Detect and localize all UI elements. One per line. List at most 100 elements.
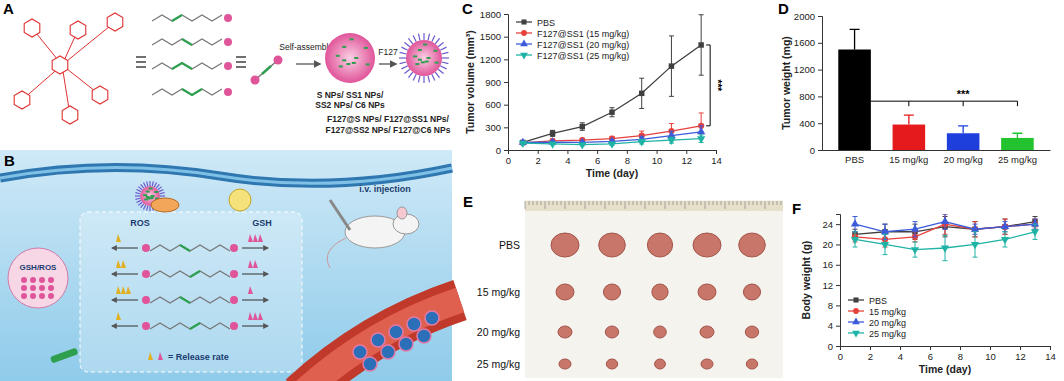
marker bbox=[941, 217, 949, 224]
f127-chain bbox=[136, 189, 141, 191]
marker bbox=[1001, 237, 1009, 244]
y-tick: 400 bbox=[799, 118, 822, 129]
x-tick-label: 8 bbox=[625, 155, 630, 166]
linker-bond bbox=[190, 271, 200, 277]
tumor bbox=[701, 359, 713, 369]
y-axis-title: Tumor weight (mg) bbox=[780, 36, 792, 130]
series bbox=[851, 224, 1039, 261]
equiv-line bbox=[136, 56, 146, 57]
f127-chain bbox=[143, 205, 145, 210]
cell-membrane bbox=[0, 167, 452, 183]
drug bbox=[230, 270, 238, 278]
f127-chain bbox=[141, 184, 144, 188]
ruler-tick bbox=[681, 201, 682, 205]
ruler-tick bbox=[549, 201, 550, 205]
ruler-tick bbox=[665, 201, 666, 209]
y-tick: 1200 bbox=[480, 54, 508, 65]
ruler-tick bbox=[621, 201, 622, 205]
y-tick-label: 1800 bbox=[480, 9, 501, 20]
y-tick-mark bbox=[504, 14, 508, 15]
np-drug bbox=[418, 59, 422, 61]
ruler-tick bbox=[685, 201, 686, 209]
y-tick: 8 bbox=[828, 300, 840, 311]
marker bbox=[881, 227, 889, 234]
marker bbox=[698, 42, 703, 47]
released-drug bbox=[39, 293, 45, 299]
x-tick-label: 8 bbox=[958, 351, 963, 362]
ruler-tick bbox=[553, 201, 554, 205]
y-tick-mark bbox=[836, 244, 840, 245]
ring bbox=[107, 13, 123, 31]
ruler-tick bbox=[525, 201, 526, 209]
np-drug bbox=[342, 46, 346, 48]
ruler-tick bbox=[617, 201, 618, 205]
x-tick-mark bbox=[990, 346, 991, 350]
x-tick-label: 0 bbox=[838, 351, 843, 362]
tumor bbox=[745, 326, 758, 338]
x-tick-label: 20 mg/kg bbox=[944, 154, 983, 165]
linker-bond bbox=[182, 39, 192, 45]
y-axis-line bbox=[818, 17, 823, 151]
label: F127 bbox=[378, 47, 398, 57]
ruler-tick bbox=[729, 201, 730, 205]
linker bbox=[152, 63, 222, 69]
ring bbox=[24, 19, 40, 37]
legend-label: 15 mg/kg bbox=[869, 307, 906, 317]
row-label: PBS bbox=[499, 239, 520, 251]
y-tick: 1500 bbox=[480, 31, 508, 42]
ruler-tick bbox=[609, 201, 610, 205]
x-axis-line bbox=[841, 347, 1051, 351]
label: GSH bbox=[252, 218, 272, 228]
arrow bbox=[112, 274, 138, 275]
tumor bbox=[606, 359, 617, 369]
cell-membrane-inner bbox=[0, 167, 452, 183]
rate-icon-gsh bbox=[248, 286, 253, 294]
ruler-tick bbox=[753, 201, 754, 205]
f127-chain bbox=[149, 206, 150, 211]
x-tick: 8 bbox=[625, 150, 630, 166]
y-tick-mark bbox=[818, 16, 822, 17]
chart-panel: FBody weight (g)Time (day)02468101214048… bbox=[792, 200, 1056, 375]
y-tick-label: 1500 bbox=[480, 31, 501, 42]
x-tick-label: 4 bbox=[565, 155, 570, 166]
released-drug bbox=[39, 285, 45, 291]
ruler-tick bbox=[733, 201, 734, 205]
x-tick-label: 14 bbox=[711, 155, 722, 166]
arrow bbox=[112, 326, 138, 327]
released-drug bbox=[30, 285, 36, 291]
x-axis: 02468101214 bbox=[506, 150, 722, 166]
label: i.v. injection bbox=[359, 184, 410, 194]
y-tick: 24 bbox=[822, 219, 840, 230]
ruler-tick bbox=[693, 201, 694, 205]
marker bbox=[851, 237, 859, 244]
marker bbox=[697, 127, 705, 134]
ruler-tick bbox=[673, 201, 674, 205]
ruler-tick bbox=[649, 201, 650, 205]
panel-e: EPBS15 mg/kg20 mg/kg25 mg/kg bbox=[463, 193, 783, 378]
np-drug bbox=[149, 188, 153, 190]
plot-area bbox=[519, 15, 706, 150]
y-tick-label: 300 bbox=[485, 122, 501, 133]
blood-vessel bbox=[300, 300, 460, 381]
f127-chain bbox=[135, 193, 140, 194]
rate-icon-gsh bbox=[248, 234, 253, 242]
y-tick-label: 12 bbox=[822, 280, 833, 291]
tumor bbox=[551, 233, 579, 257]
linker-end bbox=[224, 14, 232, 22]
drug bbox=[142, 244, 150, 252]
significance-bracket bbox=[706, 45, 710, 126]
y-tick: 300 bbox=[485, 122, 508, 133]
legend-label: F127@SS1 (20 mg/kg) bbox=[537, 40, 629, 50]
arrow bbox=[242, 300, 268, 301]
drug bbox=[142, 322, 150, 330]
ruler-tick bbox=[637, 201, 638, 205]
ruler-tick bbox=[705, 201, 706, 209]
error-bar bbox=[639, 78, 644, 108]
ruler-tick bbox=[613, 201, 614, 205]
f127-chain bbox=[408, 72, 412, 77]
released-drug bbox=[48, 293, 54, 299]
x-tick: 12 bbox=[1015, 346, 1026, 362]
f127-chain bbox=[438, 42, 443, 46]
row-label: 25 mg/kg bbox=[477, 358, 520, 370]
np-drug bbox=[346, 63, 350, 65]
